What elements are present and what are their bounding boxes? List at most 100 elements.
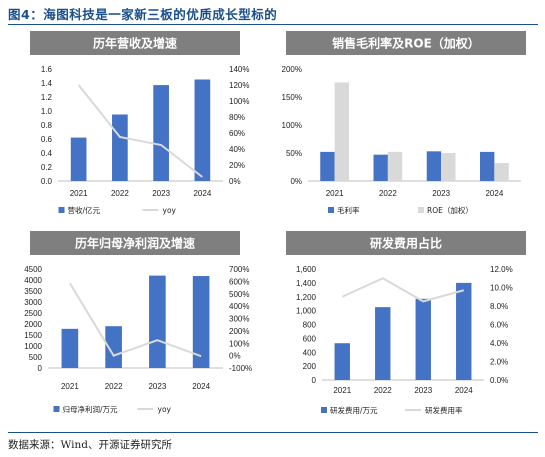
legend-label: 研发费用/万元 [330,405,378,415]
legend-swatch-1 [418,207,424,213]
legend-label: yoy [158,405,172,414]
y-tick-label: 2500 [24,309,42,318]
y2-tick-label: 80% [229,113,245,122]
bar-0-2 [153,85,169,181]
chart-net-profit-svg: 历年归母净利润及增速 0 500 1000 1500 2000 2500 3000 3500 40… [24,231,252,414]
y-tick-label: 1.0 [41,107,53,116]
bar-0-2 [415,298,431,380]
x-tick-label: 2023 [148,382,166,391]
y-tick-label: 1.6 [41,65,53,74]
chart-margin-roe: 销售毛利率及ROE（加权） 0% 50% 100% 150% 200% 2021 2022 20… [276,31,538,221]
y2-tick-label: 0% [229,177,241,186]
bar-1-2 [441,153,456,181]
chart-revenue: 历年营收及增速 0.0 0.2 0.4 0.6 0.8 1.0 1.2 1.4 1.6 0% 20% 4… [8,31,263,221]
y-tick-label: 500 [29,353,43,362]
chart-rnd-svg: 研发费用占比 0 200 400 600 800 1,000 1,200 1,400 1,600 0… [286,231,526,415]
x-tick-label: 2024 [455,386,473,395]
y-tick-label: 1,000 [296,307,317,316]
y-tick-label: 1.4 [41,79,53,88]
bar-0-2 [426,151,442,181]
y2-tick-label: 40% [229,145,245,154]
y2-tick-label: 500% [229,290,249,299]
y-tick-label: 0.0 [41,177,53,186]
bar-0-0 [334,343,350,380]
y-tick-label: 4000 [24,276,42,285]
y-tick-label: 3500 [24,287,42,296]
legend-label: 营收/亿元 [68,205,101,215]
y2-tick-label: 2.0% [490,358,508,367]
bar-0-3 [456,282,472,380]
y-tick-label: 1,600 [296,265,317,274]
x-tick-label: 2021 [333,386,351,395]
chart-header [30,231,240,255]
y-tick-label: 1,400 [296,279,317,288]
top-rule [8,24,538,25]
y-tick-label: 0.2 [41,163,53,172]
chart-rnd: 研发费用占比 0 200 400 600 800 1,000 1,200 1,400 1,600 0… [276,231,538,425]
chart-margin-roe-svg: 销售毛利率及ROE（加权） 0% 50% 100% 150% 200% 2021 2022 20… [282,31,526,215]
figure-title: 图4：海图科技是一家新三板的优质成长型标的 [8,7,278,22]
bar-1-3 [494,163,509,181]
legend-label: ROE（加权） [427,205,473,215]
y-tick-label: 600 [303,334,317,343]
y2-tick-label: 600% [229,277,249,286]
y2-tick-label: 10.0% [490,284,513,293]
y2-tick-label: 20% [229,161,245,170]
y2-tick-label: 60% [229,129,245,138]
bar-0-1 [105,326,122,368]
y2-tick-label: 100% [229,97,249,106]
y2-tick-label: 200% [229,327,249,336]
y-tick-label: 1000 [24,342,42,351]
y2-tick-label: 300% [229,315,249,324]
bar-1-1 [387,151,403,181]
y2-tick-label: 400% [229,302,249,311]
legend-swatch-0 [328,207,334,213]
y-tick-label: 2000 [24,320,42,329]
chart-net-profit: 历年归母净利润及增速 0 500 1000 1500 2000 2500 3000 3500 40… [8,231,263,425]
y2-tick-label: -100% [229,364,252,373]
bar-0-2 [149,275,166,368]
y-tick-label: 50% [286,149,302,158]
bar-0-3 [192,276,210,368]
bar-0-3 [479,151,495,181]
chart-revenue-svg: 历年营收及增速 0.0 0.2 0.4 0.6 0.8 1.0 1.2 1.4 1.6 0% 20% 4… [30,31,249,215]
bar-0-3 [194,79,211,181]
y-tick-label: 0 [38,364,43,373]
legend-swatch-0 [321,407,327,413]
x-tick-label: 2021 [70,189,88,198]
x-tick-label: 2022 [374,386,392,395]
y2-tick-label: 4.0% [490,339,508,348]
bar-0-1 [373,154,388,181]
chart-title: 历年归母净利润及增速 [75,236,195,251]
y-tick-label: 200% [282,65,302,74]
y-tick-label: 3000 [24,298,42,307]
x-tick-label: 2021 [326,189,344,198]
y2-tick-label: 0.0% [490,376,508,385]
chart-header [30,31,240,55]
y-tick-label: 0.8 [41,121,53,130]
line-1 [69,282,202,358]
y-tick-label: 0 [312,376,317,385]
bar-0-0 [320,151,335,181]
x-tick-label: 2022 [111,189,129,198]
legend-label: 归母净利润/万元 [63,404,119,414]
line-1 [77,84,203,178]
bar-1-0 [334,82,350,181]
legend-label: 研发费用率 [425,405,463,415]
y-tick-label: 4500 [24,265,42,274]
y-tick-label: 0.4 [41,149,53,158]
y-tick-label: 400 [303,348,317,357]
y2-tick-label: 100% [229,339,249,348]
x-tick-label: 2021 [61,382,79,391]
bar-0-0 [70,137,87,181]
x-tick-label: 2024 [193,189,211,198]
legend-label: 毛利率 [337,205,360,215]
y-tick-label: 0.6 [41,135,53,144]
y-tick-label: 200 [303,362,317,371]
y-tick-label: 100% [282,121,302,130]
bottom-rule [8,432,538,433]
x-tick-label: 2023 [152,189,170,198]
chart-title: 销售毛利率及ROE（加权） [332,36,480,51]
y2-tick-label: 12.0% [490,265,513,274]
y-tick-label: 1.2 [41,93,53,102]
